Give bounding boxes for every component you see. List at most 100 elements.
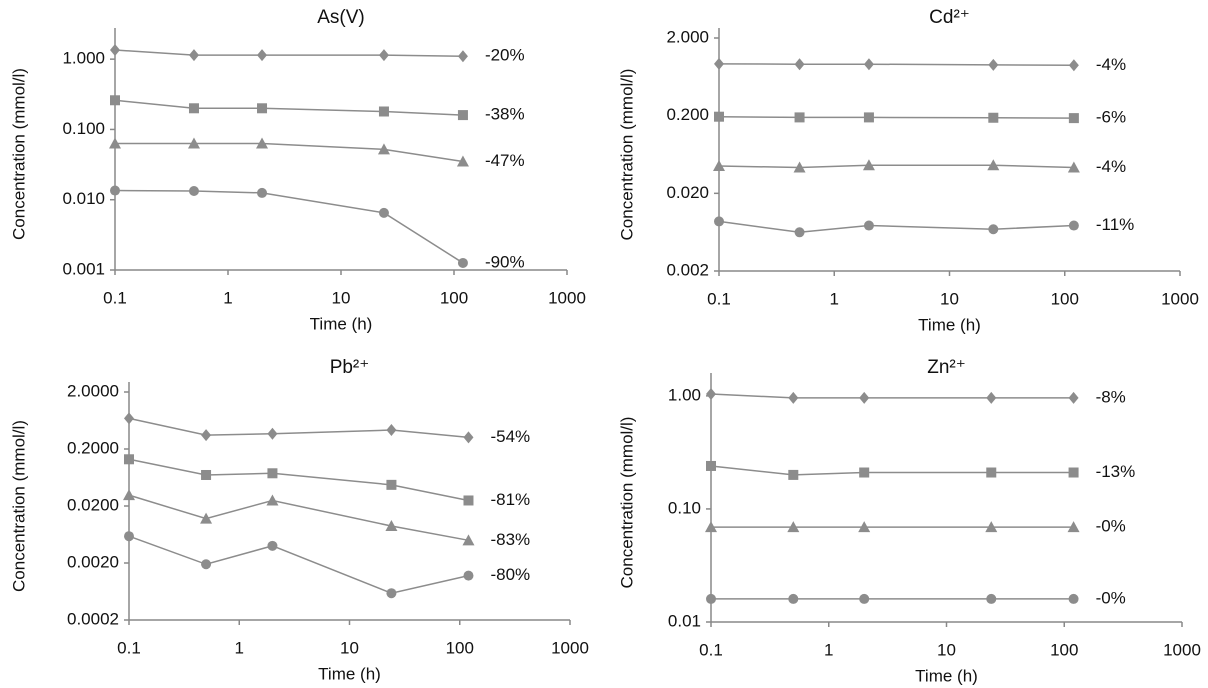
chart-title: As(V) [317,7,365,28]
marker [267,540,278,551]
change-label: -80% [490,565,530,584]
marker [986,467,997,478]
y-tick-label: 0.200 [666,105,709,124]
x-axis-label: Time (h) [915,666,978,685]
marker [788,593,799,604]
series-line [114,189,464,264]
marker [794,112,805,123]
chart-title: Cd²⁺ [929,7,970,28]
marker [788,391,799,404]
marker [988,224,999,235]
marker [1067,521,1080,533]
marker [201,559,212,570]
series-line [710,393,1074,399]
marker [787,521,800,533]
marker [463,495,474,506]
x-tick-label: 1000 [551,638,589,657]
marker [257,103,268,114]
change-label: -4% [1096,55,1126,74]
marker [378,106,389,117]
change-label: -6% [1096,108,1126,127]
y-tick-label: 0.10 [668,498,701,517]
y-axis-label: Concentration (mmol/l) [9,68,28,240]
marker [986,593,997,604]
marker [705,521,717,533]
marker [386,588,397,599]
x-axis-label: Time (h) [310,314,373,333]
marker [110,95,120,106]
x-tick-label: 1000 [548,288,586,307]
marker [266,494,279,506]
series-line [710,465,1074,476]
marker [377,143,390,155]
change-label: -47% [485,151,525,170]
marker [124,531,134,542]
x-tick-label: 0.1 [699,640,723,659]
marker [463,570,474,581]
marker [386,479,397,490]
x-tick-label: 100 [1051,289,1079,308]
x-tick-label: 0.1 [117,638,141,657]
marker [862,159,875,171]
y-tick-label: 0.010 [62,189,105,208]
y-axis-label: Concentration (mmol/l) [617,69,636,241]
series-line [115,142,464,163]
x-tick-label: 10 [340,638,359,657]
marker [1068,59,1079,72]
marker [794,227,805,238]
x-tick-label: 1 [830,289,839,308]
marker [714,216,724,227]
x-tick-label: 10 [940,289,959,308]
x-tick-label: 100 [1050,640,1078,659]
x-tick-label: 10 [332,288,351,307]
marker [1068,113,1079,124]
y-axis-label: Concentration (mmol/l) [617,417,636,589]
y-tick-label: 1.00 [668,385,701,404]
change-label: -54% [490,427,530,446]
marker [794,58,805,71]
y-tick-label: 0.0020 [67,552,119,571]
marker [123,489,135,501]
marker [788,469,799,480]
marker [201,469,212,480]
marker [124,412,134,425]
marker [1067,161,1080,173]
marker [201,429,212,442]
marker [859,391,870,404]
series-line [718,115,1074,119]
marker [256,137,269,149]
y-tick-label: 2.000 [666,27,709,46]
series-line [128,535,469,595]
marker [457,50,468,63]
marker [987,159,1000,171]
series-line [718,220,1074,234]
change-label: -83% [490,530,530,549]
change-label: -8% [1096,387,1126,406]
change-label: -38% [485,105,525,124]
x-tick-label: 1 [824,640,833,659]
change-label: -81% [490,490,530,509]
marker [257,49,268,62]
marker [188,186,199,197]
x-tick-label: 1 [235,638,244,657]
marker [378,49,389,62]
marker [859,467,870,478]
x-tick-label: 1000 [1161,289,1199,308]
change-label: -20% [485,46,525,65]
marker [985,521,998,533]
series-line [718,164,1074,169]
x-axis-label: Time (h) [918,315,981,334]
x-tick-label: 1000 [1163,640,1201,659]
change-label: -0% [1096,588,1126,607]
x-tick-label: 0.1 [103,288,127,307]
y-axis-label: Concentration (mmol/l) [9,420,28,592]
series-line [718,63,1074,67]
marker [714,57,724,70]
x-axis-label: Time (h) [318,664,381,683]
x-tick-label: 10 [937,640,956,659]
marker [793,161,806,173]
y-tick-label: 0.100 [62,119,105,138]
marker [706,387,716,400]
marker [267,468,278,479]
